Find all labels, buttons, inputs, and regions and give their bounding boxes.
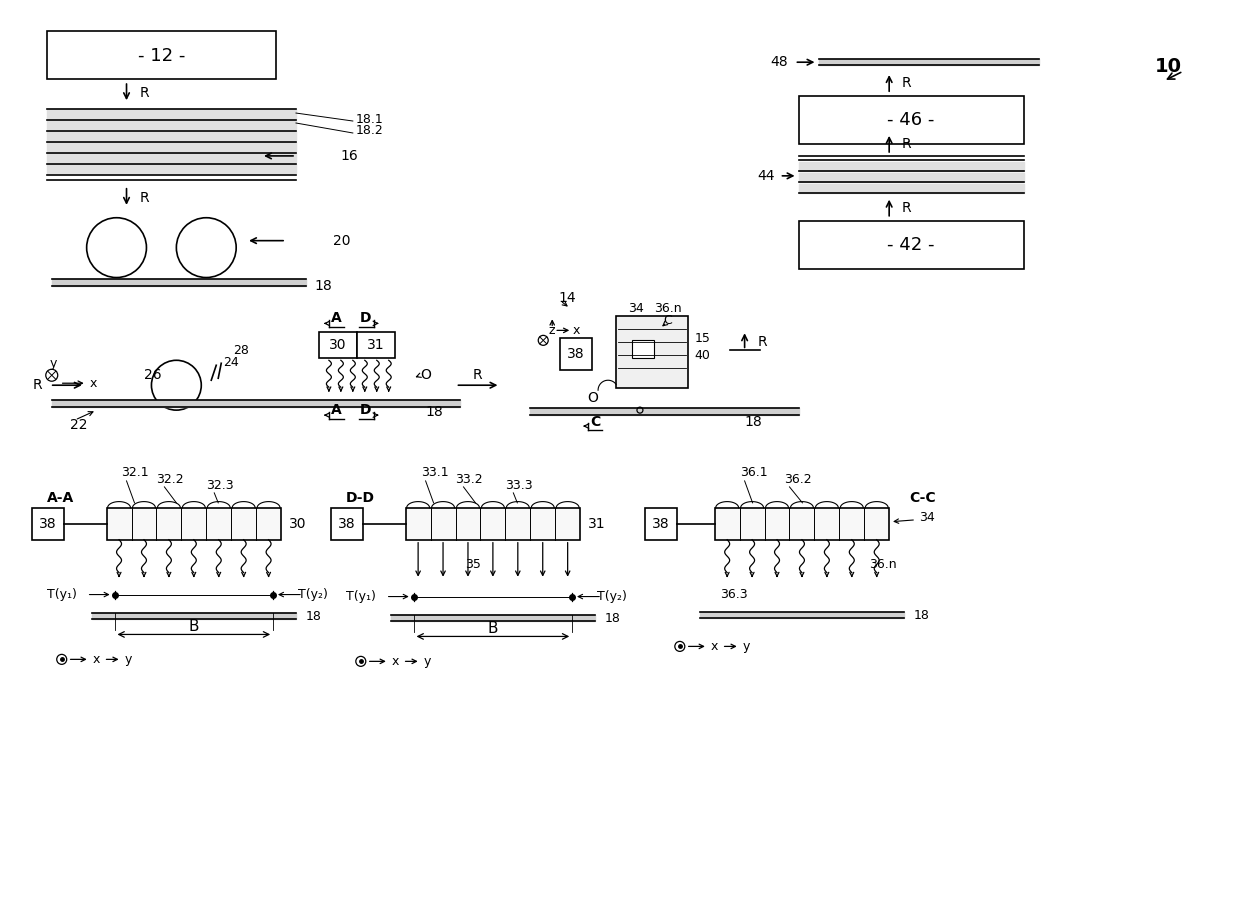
Text: 31: 31 [588, 517, 605, 530]
Text: 18: 18 [914, 609, 930, 622]
Text: R: R [901, 76, 910, 91]
Text: x: x [573, 324, 580, 337]
Text: y: y [424, 655, 432, 668]
Text: R: R [901, 201, 910, 214]
Text: y: y [743, 640, 750, 653]
Text: 34: 34 [627, 302, 644, 315]
Text: R: R [32, 378, 42, 392]
Bar [560, 338, 591, 370]
Bar [32, 508, 63, 539]
Text: 14: 14 [558, 291, 575, 306]
Text: 36.2: 36.2 [785, 473, 812, 486]
Text: 44: 44 [758, 169, 775, 183]
Text: 32.3: 32.3 [206, 480, 234, 492]
Text: 36.3: 36.3 [719, 588, 748, 601]
Text: 35: 35 [465, 558, 481, 571]
Text: 18.2: 18.2 [356, 125, 383, 138]
Bar [632, 340, 653, 358]
Text: R: R [139, 86, 149, 100]
Text: 33.3: 33.3 [506, 480, 533, 492]
Text: D-D: D-D [346, 491, 374, 505]
Bar [800, 221, 1024, 269]
Text: C: C [663, 314, 672, 327]
Text: 36.n: 36.n [653, 302, 682, 315]
Text: T(y₁): T(y₁) [346, 590, 376, 603]
Text: 28: 28 [233, 344, 249, 357]
Text: 30: 30 [289, 517, 306, 530]
Text: 18.1: 18.1 [356, 112, 383, 126]
Text: 15: 15 [694, 332, 711, 345]
Text: 38: 38 [652, 517, 670, 530]
Text: 30: 30 [329, 338, 347, 352]
Text: 18: 18 [605, 612, 621, 625]
Text: 32.1: 32.1 [122, 466, 149, 480]
Text: 32.2: 32.2 [156, 473, 184, 486]
Text: 18: 18 [306, 610, 322, 623]
Text: 24: 24 [223, 356, 239, 368]
Text: - 46 -: - 46 - [888, 111, 935, 129]
Text: y: y [50, 357, 57, 370]
Text: 31: 31 [367, 338, 384, 352]
Text: x: x [392, 655, 399, 668]
Text: D: D [360, 403, 372, 417]
Text: 36.1: 36.1 [739, 466, 768, 480]
Text: T(y₂): T(y₂) [598, 590, 627, 603]
Text: 34: 34 [919, 511, 935, 524]
Text: 40: 40 [694, 348, 711, 362]
Text: 38: 38 [339, 517, 356, 530]
Bar [107, 508, 281, 539]
Text: A-A: A-A [47, 491, 74, 505]
Bar [331, 508, 363, 539]
Text: 18: 18 [314, 279, 331, 292]
Text: y: y [125, 653, 133, 666]
Text: R: R [139, 191, 149, 205]
Text: T(y₂): T(y₂) [298, 588, 327, 601]
Text: A: A [331, 403, 341, 417]
Text: R: R [758, 336, 768, 349]
Text: 33.1: 33.1 [420, 466, 448, 480]
Text: 38: 38 [38, 517, 57, 530]
Text: 36.n: 36.n [869, 558, 897, 571]
Text: 10: 10 [1154, 57, 1182, 76]
Bar [47, 32, 277, 79]
Text: D: D [360, 311, 372, 326]
Bar [616, 317, 688, 388]
Text: 20: 20 [332, 233, 351, 248]
Bar [714, 508, 889, 539]
Bar [645, 508, 677, 539]
Text: T(y₁): T(y₁) [47, 588, 77, 601]
Text: 22: 22 [69, 418, 87, 432]
Text: 16: 16 [341, 149, 358, 163]
Text: C-C: C-C [909, 491, 936, 505]
Text: 26: 26 [145, 368, 162, 382]
Text: z: z [549, 324, 556, 337]
Text: x: x [711, 640, 718, 653]
Bar [319, 332, 357, 358]
Text: 18: 18 [425, 405, 444, 419]
Text: R: R [901, 137, 910, 151]
Text: B: B [188, 619, 200, 634]
Text: B: B [487, 621, 498, 636]
Text: 48: 48 [770, 55, 787, 69]
Text: A: A [331, 311, 341, 326]
Text: C: C [590, 415, 600, 429]
Text: O: O [588, 391, 598, 405]
Text: 33.2: 33.2 [455, 473, 484, 486]
Text: - 12 -: - 12 - [138, 47, 185, 65]
Text: x: x [91, 376, 97, 390]
Text: - 42 -: - 42 - [888, 235, 935, 253]
Text: x: x [93, 653, 100, 666]
Bar [357, 332, 394, 358]
Text: R: R [472, 368, 482, 382]
Text: 38: 38 [568, 348, 585, 361]
Bar [405, 508, 580, 539]
Text: O: O [420, 368, 432, 382]
Text: 18: 18 [744, 415, 763, 429]
Bar [800, 96, 1024, 144]
